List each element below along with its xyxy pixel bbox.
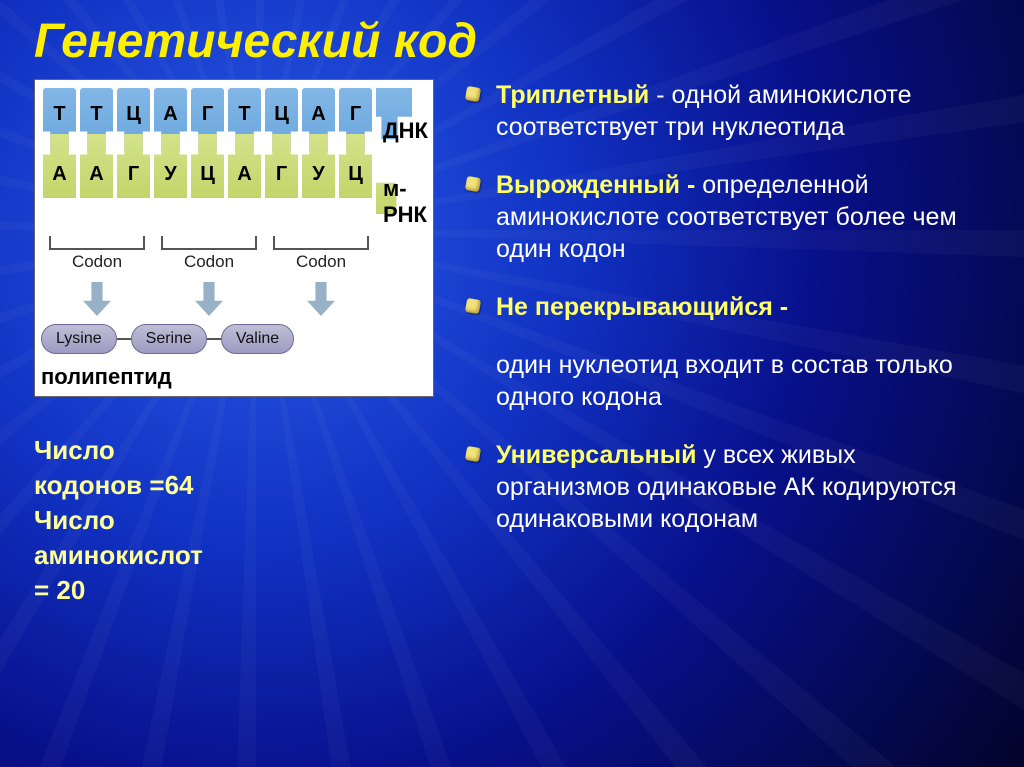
arrow-down-icon: [195, 282, 223, 316]
codon-row: Codon Codon Codon: [41, 236, 427, 272]
bullet-dot-icon: [465, 446, 481, 462]
stat-line: аминокислот: [34, 538, 434, 573]
rna-label: м-РНК: [383, 176, 427, 228]
left-column: ТТЦАГТЦАГ ААГУЦАГУЦ ДНК м-РНК CodonCodon…: [34, 79, 434, 608]
rna-row: ААГУЦАГУЦ: [41, 134, 427, 198]
codon-label: Codon: [72, 252, 122, 272]
stat-line: = 20: [34, 573, 434, 608]
codon-group: Codon: [153, 236, 265, 272]
bullet-item: Универсальный у всех живых организмов од…: [462, 439, 990, 535]
slide-title: Генетический код: [34, 14, 990, 69]
rna-nucleotide: А: [43, 134, 76, 198]
bullet-text: один нуклеотид входит в состав только од…: [496, 351, 953, 411]
right-column: Триплетный - одной аминокислоте соответс…: [462, 79, 990, 608]
stat-line: кодонов =64: [34, 468, 434, 503]
amino-acid-pill: Serine: [131, 324, 207, 354]
amino-acid-pill: Valine: [221, 324, 294, 354]
genetic-code-diagram: ТТЦАГТЦАГ ААГУЦАГУЦ ДНК м-РНК CodonCodon…: [34, 79, 434, 397]
stat-line: Число: [34, 433, 434, 468]
arrow-group: [153, 272, 265, 324]
codon-bracket: [161, 236, 257, 250]
codon-group: Codon: [265, 236, 377, 272]
bullet-item: Не перекрывающийся -: [462, 291, 990, 323]
left-stats-block: Число кодонов =64 Число аминокислот = 20: [34, 433, 434, 608]
dna-label: ДНК: [383, 118, 428, 144]
bullet-dot-icon: [465, 298, 481, 314]
codon-bracket: [49, 236, 145, 250]
codon-bracket: [273, 236, 369, 250]
rna-nucleotide: Ц: [191, 134, 224, 198]
codon-label: Codon: [184, 252, 234, 272]
bullet-list: Триплетный - одной аминокислоте соответс…: [462, 79, 990, 535]
rna-nucleotide: У: [302, 134, 335, 198]
bullet-term: Универсальный: [496, 441, 696, 469]
stat-line: Число: [34, 503, 434, 538]
bullet-dot-icon: [465, 86, 481, 102]
arrow-group: [41, 272, 153, 324]
polypeptide-row: Lysine Serine Valine: [41, 324, 427, 354]
bullet-term: Не перекрывающийся -: [496, 293, 788, 321]
polypeptide-label: полипептид: [41, 364, 427, 390]
aa-link: [117, 338, 131, 340]
bullet-term: Вырожденный -: [496, 171, 695, 199]
rna-nucleotide: А: [228, 134, 261, 198]
arrow-down-icon: [307, 282, 335, 316]
rna-nucleotide: Ц: [339, 134, 372, 198]
bullet-item: Вырожденный - определенной аминокислоте …: [462, 169, 990, 265]
bullet-term: Триплетный: [496, 81, 649, 109]
aa-link: [207, 338, 221, 340]
bullet-item: Триплетный - одной аминокислоте соответс…: [462, 79, 990, 143]
arrow-row: [41, 272, 427, 324]
rna-nucleotide: Г: [117, 134, 150, 198]
bullet-dot-icon: [465, 176, 481, 192]
strands-block: ТТЦАГТЦАГ ААГУЦАГУЦ ДНК м-РНК: [41, 88, 427, 228]
codon-label: Codon: [296, 252, 346, 272]
arrow-group: [265, 272, 377, 324]
arrow-down-icon: [83, 282, 111, 316]
bullet-item: один нуклеотид входит в состав только од…: [462, 349, 990, 413]
rna-nucleotide: У: [154, 134, 187, 198]
rna-nucleotide: Г: [265, 134, 298, 198]
content-row: ТТЦАГТЦАГ ААГУЦАГУЦ ДНК м-РНК CodonCodon…: [34, 79, 990, 608]
codon-group: Codon: [41, 236, 153, 272]
rna-nucleotide: А: [80, 134, 113, 198]
amino-acid-pill: Lysine: [41, 324, 117, 354]
